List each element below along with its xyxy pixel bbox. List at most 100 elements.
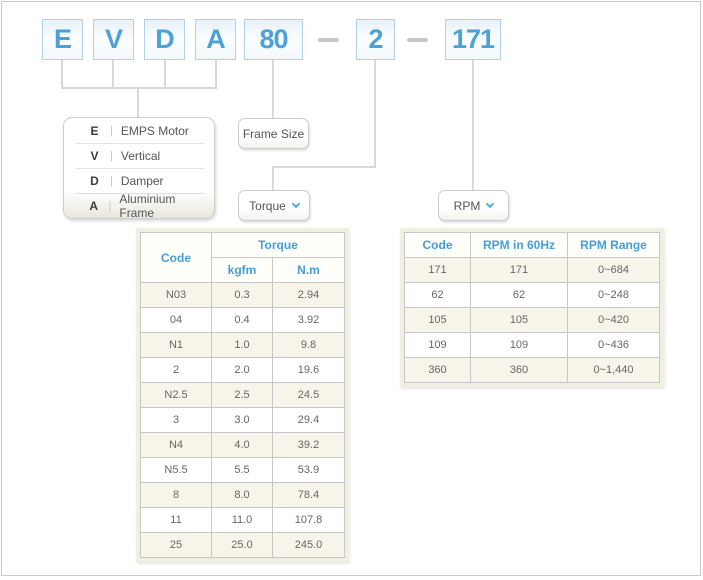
torque-header-nm: N.m [272, 257, 345, 283]
torque-cell-nm: 53.9 [272, 457, 345, 483]
torque-cell-code: 11 [140, 507, 212, 533]
torque-cell-nm: 2.94 [272, 282, 345, 308]
torque-cell-kgfm: 3.0 [211, 407, 273, 433]
torque-cell-kgfm: 2.5 [211, 382, 273, 408]
rpm-cell-code: 171 [404, 257, 471, 283]
code-box-frame-size: 80 [244, 19, 303, 60]
code-letter-e: E [53, 24, 72, 54]
torque-cell-nm: 3.92 [272, 307, 345, 333]
chevron-down-icon [486, 199, 495, 209]
legend-key-d: D [90, 174, 99, 188]
torque-cell-code: 3 [140, 407, 212, 433]
code-box-rpm: 171 [445, 19, 501, 60]
torque-cell-kgfm: 11.0 [211, 507, 273, 533]
legend-row-a: A | Aluminium Frame [76, 192, 204, 218]
rpm-table-row: 105 105 0~420 [404, 307, 660, 333]
torque-cell-code: 8 [140, 482, 212, 508]
connector-line-e [61, 60, 63, 89]
torque-cell-kgfm: 25.0 [211, 532, 273, 558]
rpm-header-60hz: RPM in 60Hz [470, 232, 568, 258]
rpm-cell-60hz: 62 [470, 282, 568, 308]
legend-row-v: V | Vertical [76, 143, 204, 168]
torque-cell-code: N4 [140, 432, 212, 458]
rpm-table-header-row: Code RPM in 60Hz RPM Range [404, 232, 660, 258]
torque-cell-kgfm: 0.3 [211, 282, 273, 308]
torque-cell-nm: 245.0 [272, 532, 345, 558]
torque-cell-kgfm: 5.5 [211, 457, 273, 483]
evda-legend-box: E | EMPS Motor V | Vertical D | Damper A… [63, 117, 215, 219]
torque-cell-code: 04 [140, 307, 212, 333]
rpm-dropdown-button[interactable]: RPM [438, 190, 509, 221]
legend-key-a: A [89, 199, 99, 213]
rpm-cell-code: 105 [404, 307, 471, 333]
connector-line-rpm [472, 60, 474, 190]
connector-line-a [215, 60, 217, 89]
torque-table-row: 2 2.0 19.6 [140, 357, 345, 383]
code-box-v: V [93, 19, 134, 60]
legend-row-e: E | EMPS Motor [76, 118, 204, 143]
torque-cell-code: N2.5 [140, 382, 212, 408]
torque-cell-kgfm: 2.0 [211, 357, 273, 383]
torque-cell-kgfm: 0.4 [211, 307, 273, 333]
torque-table-panel: Code Torque kgfm N.m N03 0.3 2.94 04 0.4… [136, 228, 349, 562]
frame-size-label: Frame Size [242, 126, 305, 141]
rpm-label: RPM [453, 198, 481, 213]
legend-separator: | [110, 175, 113, 187]
legend-label-e: EMPS Motor [120, 123, 189, 138]
torque-cell-code: N5.5 [140, 457, 212, 483]
connector-line-legend [137, 87, 139, 117]
torque-cell-code: N1 [140, 332, 212, 358]
torque-table-row: N5.5 5.5 53.9 [140, 457, 345, 483]
torque-table-row: N03 0.3 2.94 [140, 282, 345, 308]
connector-line-d [164, 60, 166, 89]
chevron-down-icon [291, 199, 301, 209]
rpm-cell-range: 0~248 [567, 282, 660, 308]
rpm-table-row: 171 171 0~684 [404, 257, 660, 283]
torque-cell-code: 25 [140, 532, 212, 558]
connector-line-torque-vertical [374, 60, 376, 168]
torque-cell-nm: 107.8 [272, 507, 345, 533]
torque-table: Code Torque kgfm N.m N03 0.3 2.94 04 0.4… [140, 232, 345, 558]
rpm-cell-code: 360 [404, 357, 471, 383]
torque-dropdown-button[interactable]: Torque [238, 190, 310, 221]
legend-key-v: V [90, 149, 99, 163]
code-rpm: 171 [451, 24, 495, 54]
torque-label: Torque [249, 198, 286, 213]
connector-line-torque-drop [272, 166, 274, 190]
legend-separator: | [110, 150, 113, 162]
torque-table-row: 3 3.0 29.4 [140, 407, 345, 433]
rpm-cell-range: 0~420 [567, 307, 660, 333]
torque-cell-kgfm: 4.0 [211, 432, 273, 458]
code-box-e: E [42, 19, 83, 60]
torque-header-kgfm: kgfm [211, 257, 273, 283]
rpm-cell-60hz: 109 [470, 332, 568, 358]
rpm-cell-range: 0~1,440 [567, 357, 660, 383]
torque-cell-nm: 24.5 [272, 382, 345, 408]
torque-table-row: N4 4.0 39.2 [140, 432, 345, 458]
torque-cell-kgfm: 8.0 [211, 482, 273, 508]
rpm-table-panel: Code RPM in 60Hz RPM Range 171 171 0~684… [400, 228, 664, 387]
connector-line-torque-horizontal [272, 166, 376, 168]
torque-cell-nm: 19.6 [272, 357, 345, 383]
code-torque: 2 [368, 24, 383, 54]
code-frame-size: 80 [259, 24, 288, 54]
legend-key-e: E [90, 123, 99, 138]
torque-table-row: 8 8.0 78.4 [140, 482, 345, 508]
frame-size-callout: Frame Size [238, 118, 309, 149]
connector-line-frame-size [272, 60, 274, 118]
code-box-torque: 2 [356, 19, 395, 60]
torque-table-subheader-row: kgfm N.m [141, 257, 345, 283]
rpm-table-row: 360 360 0~1,440 [404, 357, 660, 383]
torque-cell-code: 2 [140, 357, 212, 383]
torque-table-row: 25 25.0 245.0 [140, 532, 345, 558]
connector-line-v [112, 60, 114, 89]
code-letter-v: V [104, 24, 123, 54]
legend-separator: | [110, 124, 113, 137]
rpm-table-row: 62 62 0~248 [404, 282, 660, 308]
torque-table-header-row: Code Torque [140, 232, 345, 283]
rpm-cell-range: 0~436 [567, 332, 660, 358]
legend-label-v: Vertical [120, 149, 161, 163]
rpm-header-code: Code [404, 232, 471, 258]
torque-table-row: 11 11.0 107.8 [140, 507, 345, 533]
